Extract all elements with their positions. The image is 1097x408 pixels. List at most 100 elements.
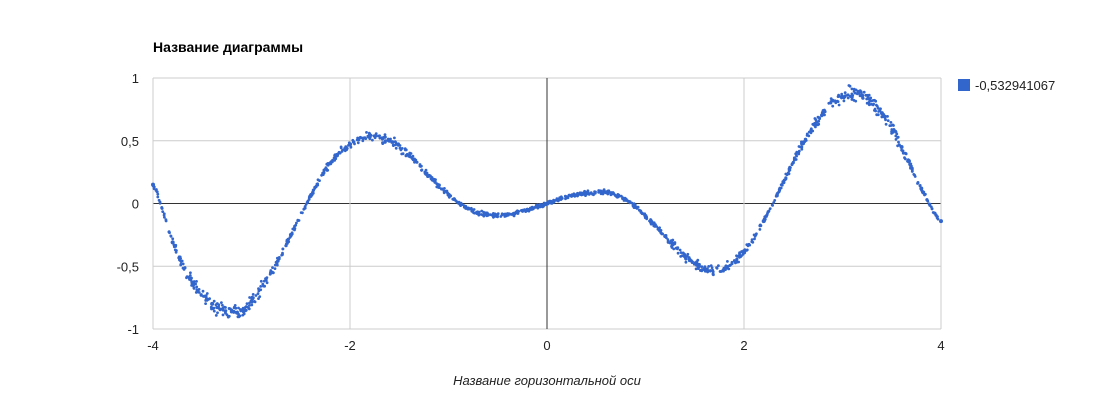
data-point (442, 189, 446, 193)
data-point (922, 191, 925, 195)
data-point (838, 95, 842, 98)
data-point (791, 160, 795, 164)
data-point (347, 143, 350, 147)
data-point (205, 292, 209, 295)
data-point (459, 203, 463, 207)
data-point (204, 302, 208, 305)
data-point (254, 294, 258, 297)
data-point (359, 135, 362, 139)
data-point (623, 197, 626, 200)
data-point (349, 145, 353, 149)
data-point (224, 309, 228, 313)
data-point (728, 264, 731, 267)
data-point (679, 251, 683, 255)
data-point (676, 251, 680, 255)
data-point (453, 197, 456, 201)
data-point (238, 314, 242, 318)
data-point (368, 137, 372, 141)
data-point (886, 119, 890, 122)
data-point (860, 94, 863, 98)
data-point (275, 263, 279, 267)
data-point (876, 113, 880, 117)
data-point (245, 302, 249, 305)
data-point (192, 287, 196, 290)
data-point (664, 236, 668, 240)
x-axis-title: Название горизонтальной оси (453, 373, 641, 388)
data-point (771, 204, 774, 207)
data-point (644, 214, 647, 218)
data-point (212, 309, 216, 313)
legend-swatch (958, 79, 970, 91)
data-point (353, 142, 356, 146)
data-point (848, 94, 852, 98)
data-point (840, 92, 844, 96)
data-point (765, 213, 768, 217)
data-point (686, 252, 690, 256)
data-point (352, 140, 356, 144)
data-point (821, 109, 825, 113)
data-point (227, 314, 231, 318)
data-point (357, 138, 361, 141)
data-point (362, 136, 365, 140)
data-point (768, 207, 772, 211)
data-point (309, 192, 313, 196)
data-point (862, 90, 866, 94)
data-point (230, 308, 234, 312)
data-point (197, 288, 201, 291)
data-point (217, 303, 221, 307)
data-point (512, 212, 516, 216)
data-point (772, 201, 776, 204)
data-point (463, 205, 467, 209)
data-point (533, 206, 537, 209)
data-point (482, 212, 486, 216)
data-point (256, 292, 260, 295)
data-point (156, 195, 160, 199)
data-point (432, 177, 436, 181)
data-point (635, 207, 639, 210)
data-point (179, 263, 183, 267)
data-point (221, 308, 225, 312)
data-point (225, 313, 229, 316)
data-point (679, 255, 683, 258)
data-point (248, 301, 251, 305)
data-point (790, 162, 794, 166)
data-point (734, 261, 737, 265)
data-point (778, 188, 781, 191)
data-point (782, 181, 786, 185)
y-tick-label: 0,5 (121, 134, 139, 149)
data-point (381, 142, 385, 146)
data-point (852, 98, 856, 102)
data-point (890, 129, 894, 133)
data-point (525, 209, 529, 213)
data-point (867, 97, 871, 101)
data-point (237, 306, 240, 310)
data-point (727, 267, 731, 271)
data-point (340, 150, 344, 153)
data-point (664, 234, 668, 237)
data-point (424, 168, 428, 172)
data-point (250, 303, 254, 307)
data-point (294, 223, 298, 227)
data-point (472, 211, 475, 215)
data-point (846, 96, 850, 100)
data-point (676, 246, 680, 250)
data-point (493, 212, 497, 216)
data-point (277, 256, 281, 260)
data-point (221, 313, 225, 317)
data-point (235, 311, 239, 315)
data-point (168, 231, 171, 235)
data-point (904, 152, 908, 156)
data-point (829, 100, 833, 103)
data-point (429, 174, 432, 178)
data-point (284, 244, 288, 248)
data-point (715, 266, 719, 270)
data-point (230, 310, 233, 314)
data-point (906, 158, 910, 162)
data-point (834, 101, 838, 105)
data-point (408, 151, 412, 155)
data-point (804, 137, 808, 141)
data-point (657, 228, 661, 232)
data-point (250, 300, 254, 304)
data-point (295, 221, 298, 225)
